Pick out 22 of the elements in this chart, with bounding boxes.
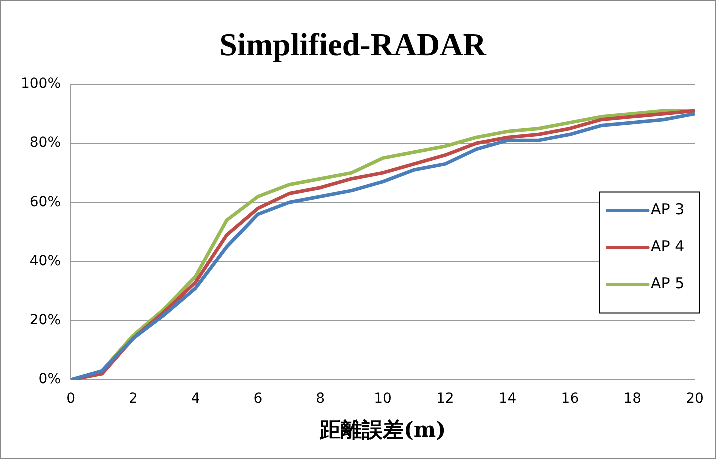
x-tick-label: 18 [624, 391, 642, 408]
x-tick-label: 20 [686, 391, 704, 408]
x-tick-label: 14 [498, 391, 517, 408]
x-tick-label: 16 [561, 391, 580, 408]
x-tick-label: 4 [191, 391, 200, 408]
x-axis-title: 距離誤差(m) [318, 416, 446, 442]
y-tick-label: 40% [30, 253, 62, 270]
y-tick-label: 100% [20, 76, 62, 92]
x-tick-label: 0 [66, 391, 76, 408]
legend-label: AP 5 [651, 274, 685, 293]
legend-label: AP 3 [651, 200, 685, 219]
x-tick-label: 10 [374, 391, 392, 408]
x-tick-label: 6 [254, 391, 263, 408]
x-tick-label: 12 [436, 391, 454, 408]
chart-title: Simplified-RADAR [220, 26, 488, 62]
x-tick-label: 8 [316, 391, 326, 408]
y-tick-label: 80% [30, 135, 62, 152]
x-tick-label: 2 [128, 391, 138, 408]
y-tick-label: 60% [30, 194, 62, 210]
legend-label: AP 4 [651, 238, 685, 256]
y-tick-label: 0% [38, 372, 62, 388]
y-tick-label: 20% [30, 312, 62, 329]
